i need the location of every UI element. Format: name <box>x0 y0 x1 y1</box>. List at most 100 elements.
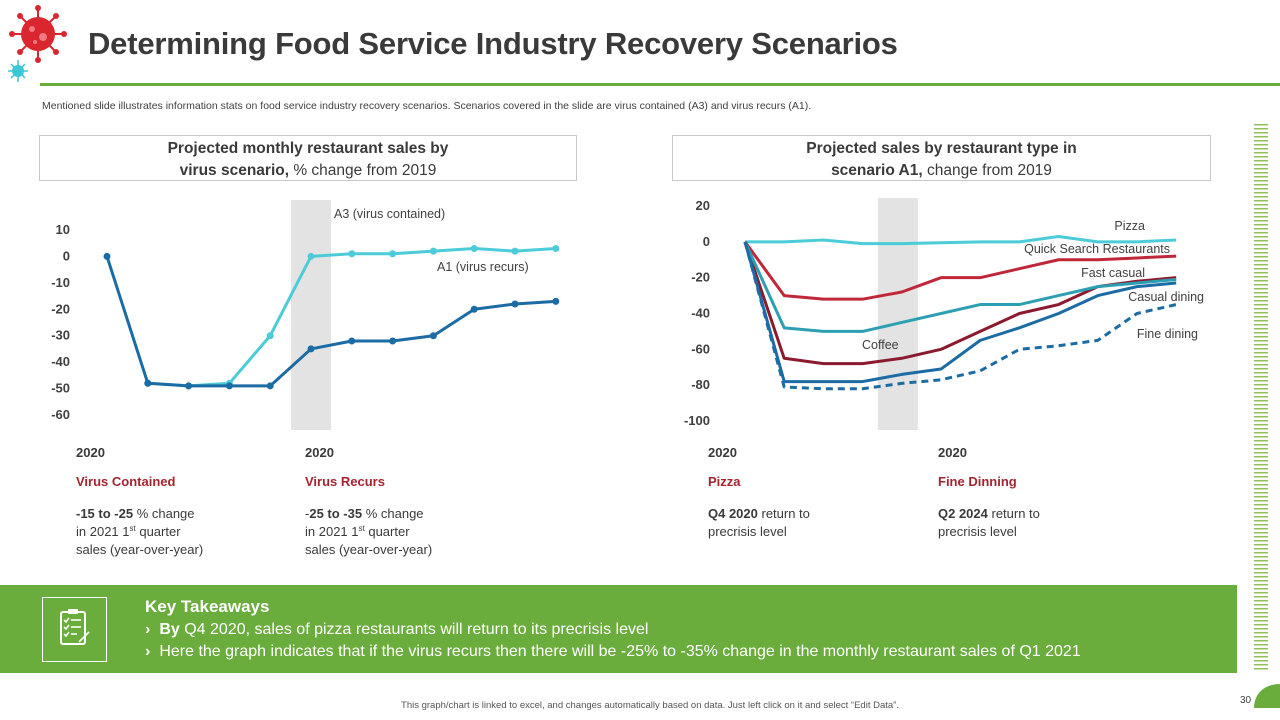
info-fine-dinning: 2020 Fine Dinning Q2 2024 return to prec… <box>938 444 1040 541</box>
decorative-side-lines <box>1254 124 1268 672</box>
chart1-data-point <box>307 252 315 260</box>
info-year: 2020 <box>305 445 334 460</box>
chart1-title-line1: Projected monthly restaurant sales by <box>167 140 449 157</box>
info-bold-date: Q2 2024 <box>938 506 988 521</box>
chart2-highlight-band <box>877 198 918 430</box>
chart2-series-line-coffee <box>743 241 1177 384</box>
info-pizza: 2020 Pizza Q4 2020 return to precrisis l… <box>708 444 810 541</box>
chart1-data-point <box>266 382 274 390</box>
chart1-data-point <box>511 300 519 308</box>
chart2-title-rest: change from 2019 <box>922 162 1052 179</box>
chart2-series-label: Pizza <box>1114 219 1145 233</box>
chart1-title-bold: virus scenario, <box>179 162 290 179</box>
chart1-data-point <box>266 332 274 340</box>
page-title: Determining Food Service Industry Recove… <box>88 26 898 61</box>
info-heading: Virus Recurs <box>305 474 385 489</box>
chart1-y-tick: -30 <box>51 328 70 343</box>
info-text: sales (year-over-year) <box>305 542 433 557</box>
info-text: sales (year-over-year) <box>76 542 204 557</box>
chart1-y-tick: -60 <box>51 407 70 422</box>
info-text: quarter <box>364 524 410 539</box>
chart2-y-tick: -40 <box>691 306 710 321</box>
chart2-annotation-label: Coffee <box>862 338 899 352</box>
chart1-y-tick: -10 <box>51 275 70 290</box>
chart1-data-point <box>552 297 560 305</box>
info-text: % change <box>362 506 424 521</box>
chart1-title-box: Projected monthly restaurant sales by vi… <box>39 135 577 181</box>
chart1-data-point <box>389 337 397 345</box>
chart1-y-tick: -20 <box>51 301 70 316</box>
chart1-data-point <box>470 305 478 313</box>
info-text: precrisis level <box>708 524 787 539</box>
chart1-data-point <box>144 379 152 387</box>
chart1-series-line-a1-virus-recurs- <box>105 255 556 388</box>
info-sup: st <box>129 524 136 533</box>
chart2-series-line-pizza <box>745 234 1177 246</box>
chart1-data-point <box>552 245 560 252</box>
info-text: precrisis level <box>938 524 1017 539</box>
chart2-y-tick: -60 <box>691 341 710 356</box>
chart1-y-tick: -40 <box>51 354 70 369</box>
chart1-data-point <box>103 252 111 260</box>
info-bold-date: Q4 2020 <box>708 506 758 521</box>
takeaway-text: Here the graph indicates that if the vir… <box>159 643 1081 660</box>
info-text: in 2021 1 <box>305 524 359 539</box>
footer-note: This graph/chart is linked to excel, and… <box>401 700 899 711</box>
chart2-title-box: Projected sales by restaurant type in sc… <box>672 135 1211 181</box>
chart2-series-line-quick-search-restaurants <box>743 240 1177 301</box>
chart1-series-label: A1 (virus recurs) <box>437 260 529 274</box>
chart2-series-label: Fast casual <box>1081 266 1145 280</box>
key-takeaways-band <box>0 585 1237 673</box>
chart2-y-tick: -80 <box>691 377 710 392</box>
virus-icon <box>8 5 67 82</box>
info-body: -15 to -25 % change in 2021 1st quarter … <box>76 505 203 559</box>
info-virus-contained: 2020 Virus Contained -15 to -25 % change… <box>76 444 203 559</box>
title-divider <box>40 83 1280 86</box>
chart1-data-point <box>429 332 437 340</box>
info-text: in 2021 1 <box>76 524 130 539</box>
info-text: quarter <box>135 524 181 539</box>
chart1-data-point <box>348 337 356 345</box>
chart1-data-point <box>389 250 397 258</box>
chart1-y-tick: 10 <box>56 222 70 237</box>
info-year: 2020 <box>708 445 737 460</box>
chart1-data-point <box>429 247 437 255</box>
takeaway-item-1: › By Q4 2020, sales of pizza restaurants … <box>145 621 648 639</box>
checklist-icon <box>42 597 107 662</box>
info-text: return to <box>987 506 1040 521</box>
info-bold-range: 25 to -35 <box>309 506 363 521</box>
takeaway-text: Q4 2020, sales of pizza restaurants will… <box>179 621 649 638</box>
chart2-y-tick: 20 <box>696 198 710 213</box>
chart2-series-label: Fine dining <box>1137 327 1198 341</box>
info-body: Q2 2024 return to precrisis level <box>938 505 1040 541</box>
chart1-data-point <box>225 382 233 390</box>
chart1-data-point <box>511 247 519 255</box>
chart2-y-tick: 0 <box>703 234 710 249</box>
chart1-y-tick: -50 <box>51 381 70 396</box>
chart2-series-line-fine-dining <box>743 241 1177 391</box>
chart2-title-line1: Projected sales by restaurant type in <box>806 140 1077 157</box>
takeaway-item-2: › Here the graph indicates that if the vi… <box>145 643 1081 661</box>
chart1-title-rest: % change from 2019 <box>289 162 437 179</box>
chart1-data-point <box>185 382 193 390</box>
info-text: - <box>305 506 310 521</box>
info-heading: Pizza <box>708 474 741 489</box>
info-year: 2020 <box>76 445 105 460</box>
info-text: return to <box>757 506 810 521</box>
chart2-series-label: Casual dining <box>1128 290 1204 304</box>
chart2-y-tick: -100 <box>684 413 710 428</box>
info-heading: Virus Contained <box>76 474 176 489</box>
info-year: 2020 <box>938 445 967 460</box>
chart1-data-point <box>470 245 478 252</box>
chart1-y-tick: 0 <box>63 248 70 263</box>
page-subtitle: Mentioned slide illustrates information … <box>42 100 812 112</box>
chart2-y-tick: -20 <box>691 270 710 285</box>
chart1-series-label: A3 (virus contained) <box>334 207 445 221</box>
info-body: -25 to -35 % change in 2021 1st quarter … <box>305 505 432 559</box>
chevron-right-icon: › <box>145 621 151 638</box>
leaf-icon <box>1254 684 1280 708</box>
chart2-series-line-casual-dining <box>743 241 1177 333</box>
chart1-data-point <box>307 345 315 353</box>
chart2-title-bold: scenario A1, <box>831 162 923 179</box>
